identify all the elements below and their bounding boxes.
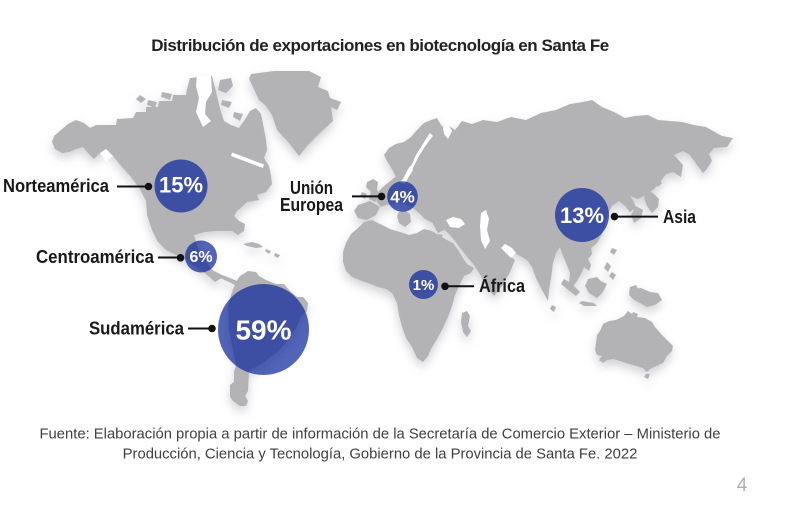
svg-text:Norteamérica: Norteamérica xyxy=(3,175,110,196)
svg-text:Fuente: Elaboración propia a p: Fuente: Elaboración propia a partir de i… xyxy=(40,427,721,443)
svg-text:4: 4 xyxy=(737,475,748,496)
svg-text:Asia: Asia xyxy=(663,206,697,227)
svg-text:15%: 15% xyxy=(159,173,203,198)
svg-text:Europea: Europea xyxy=(280,194,344,215)
svg-text:59%: 59% xyxy=(235,315,291,346)
svg-text:África: África xyxy=(479,275,526,296)
svg-text:1%: 1% xyxy=(413,277,435,294)
svg-text:Distribución de exportaciones: Distribución de exportaciones en biotecn… xyxy=(151,36,609,55)
svg-text:Producción, Ciencia y Tecnolog: Producción, Ciencia y Tecnología, Gobier… xyxy=(123,447,638,463)
svg-text:Unión: Unión xyxy=(290,177,333,198)
svg-text:Sudamérica: Sudamérica xyxy=(89,318,185,339)
svg-text:4%: 4% xyxy=(390,188,415,207)
svg-text:13%: 13% xyxy=(560,203,604,228)
svg-text:6%: 6% xyxy=(189,249,212,266)
svg-text:Centroamérica: Centroamérica xyxy=(36,246,155,267)
